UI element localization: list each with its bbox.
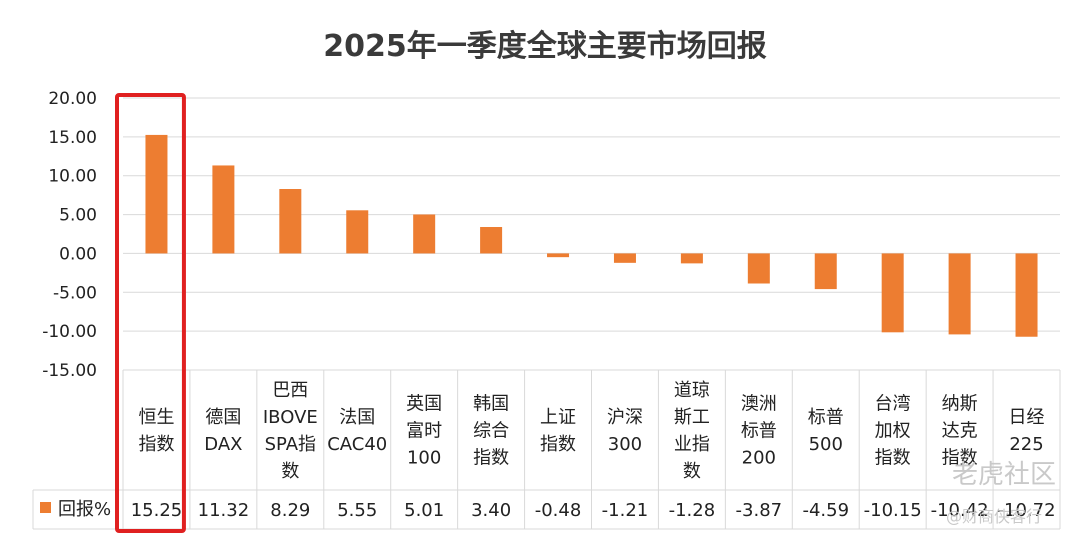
value-label: 5.01 (404, 500, 444, 521)
bar (680, 253, 703, 264)
y-tick-label: 5.00 (59, 206, 97, 226)
category-label: 沪深 (607, 407, 643, 428)
category-label: 数 (281, 461, 299, 482)
value-label: -10.15 (864, 500, 922, 521)
legend: 回报% (40, 499, 111, 520)
y-tick-label: -10.00 (42, 322, 97, 342)
value-label: -4.59 (802, 500, 849, 521)
category-label: 加权 (875, 421, 911, 442)
legend-label: 回报% (58, 499, 111, 520)
y-tick-label: 15.00 (48, 128, 97, 148)
category-label: 指数 (138, 434, 174, 455)
y-axis: 20.00 15.00 10.00 5.00 0.00 -5.00 -10.00 -15.00 (42, 89, 97, 381)
category-label: 台湾 (875, 394, 911, 415)
category-label: 指数 (942, 448, 978, 469)
bar (346, 210, 369, 254)
category-label: 标普 (741, 421, 777, 442)
category-label: 200 (742, 448, 776, 469)
category-label: 韩国 (473, 394, 509, 415)
category-label: 巴西 (272, 380, 308, 401)
value-label: 8.29 (270, 500, 310, 521)
value-label: 15.25 (131, 500, 183, 521)
bar (881, 253, 904, 333)
y-tick-label: 20.00 (48, 89, 97, 109)
category-label: 上证 (540, 407, 576, 428)
bar (948, 253, 971, 335)
category-label: 富时 (406, 421, 442, 442)
category-label: 法国 (339, 407, 375, 428)
category-label: 指数 (875, 448, 911, 469)
category-label: 澳洲 (741, 394, 777, 415)
bar (747, 253, 770, 284)
bar (279, 189, 302, 254)
category-label: 数 (683, 461, 701, 482)
category-label: 英国 (406, 394, 442, 415)
value-label: 11.32 (198, 500, 250, 521)
category-label: IBOVE (263, 407, 318, 428)
bar (814, 253, 837, 290)
watermark: 老虎社区 @财商侠客行 (946, 460, 1056, 526)
y-tick-label: 0.00 (59, 244, 97, 264)
category-label: 德国 (205, 407, 241, 428)
bar (413, 214, 436, 254)
category-label: 225 (1009, 434, 1043, 455)
value-label: -0.48 (535, 500, 582, 521)
watermark-text: 老虎社区 (952, 460, 1056, 490)
value-label: 3.40 (471, 500, 511, 521)
category-label: 100 (407, 448, 441, 469)
y-tick-label: -5.00 (53, 283, 97, 303)
y-tick-label: -15.00 (42, 361, 97, 381)
category-label: 指数 (540, 434, 576, 455)
category-label: 综合 (473, 421, 509, 442)
bar (613, 253, 636, 263)
category-label: 纳斯 (942, 394, 978, 415)
bar (1015, 253, 1038, 337)
y-tick-label: 10.00 (48, 167, 97, 187)
bar (480, 227, 503, 254)
value-label: 5.55 (337, 500, 377, 521)
category-label: 标普 (808, 407, 844, 428)
bars (145, 134, 1038, 337)
category-label: 道琼 (674, 380, 710, 401)
category-label: 业指 (674, 434, 710, 455)
category-label: 日经 (1009, 407, 1045, 428)
value-label: -10.42 (931, 500, 989, 521)
category-label: 500 (809, 434, 843, 455)
bar (547, 253, 570, 258)
chart-title: 2025年一季度全球主要市场回报 (323, 29, 767, 64)
category-label: DAX (204, 434, 242, 455)
category-label: SPA指 (265, 434, 316, 455)
category-label: 恒生 (138, 407, 174, 428)
category-label: CAC40 (327, 434, 387, 455)
grid-lines (123, 97, 1060, 371)
value-label: -3.87 (736, 500, 783, 521)
value-label: -1.28 (669, 500, 716, 521)
category-label: 斯工 (674, 407, 710, 428)
value-label: -1.21 (602, 500, 649, 521)
value-label: -10.72 (998, 500, 1056, 521)
legend-swatch (40, 502, 51, 513)
value-labels: 15.25 11.32 8.29 5.55 5.01 3.40 -0.48 -1.21 -1.2… (131, 500, 1056, 521)
category-label: 达克 (942, 421, 978, 442)
watermark-sub: @财商侠客行 (946, 507, 1042, 526)
highlight-box (115, 93, 186, 533)
category-label: 指数 (473, 448, 509, 469)
bar (145, 134, 168, 254)
bar (212, 165, 235, 254)
data-table (32, 370, 1061, 530)
category-label: 300 (608, 434, 642, 455)
